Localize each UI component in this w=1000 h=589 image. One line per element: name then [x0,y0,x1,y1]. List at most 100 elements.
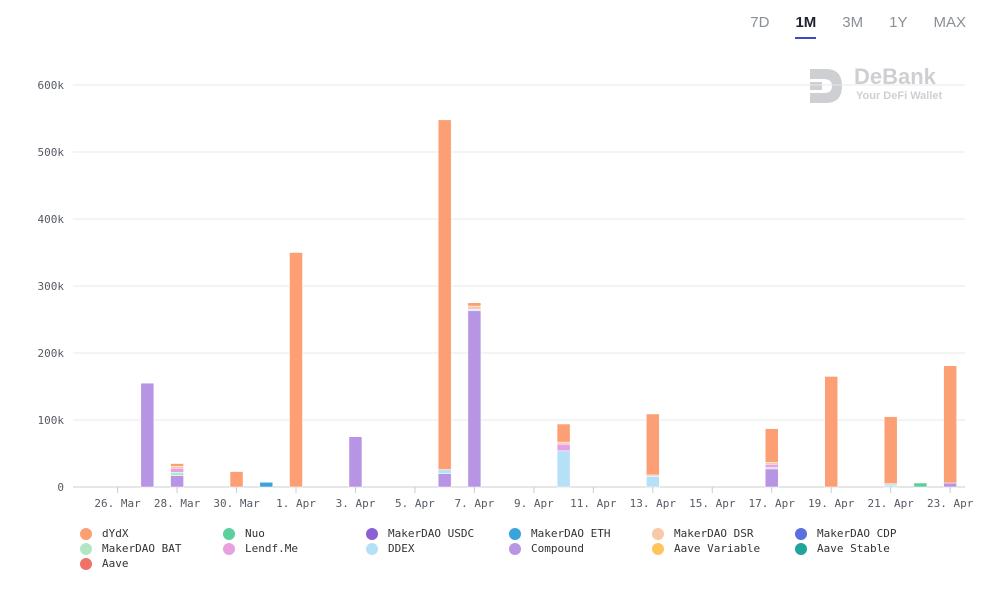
bar-segment-dydx[interactable] [556,423,571,443]
y-tick-label: 300k [38,280,65,293]
tab-3m[interactable]: 3M [842,14,864,31]
y-tick-label: 200k [38,347,65,360]
bar-segment-compound[interactable] [943,482,957,488]
bar-segment-lendf-me[interactable] [170,467,184,473]
x-tick-label: 19. Apr [808,497,855,510]
legend-color-dot-icon [652,542,664,555]
bar-segment-compound[interactable] [467,310,482,488]
legend-label: dYdX [102,527,129,540]
legend-label: Aave Variable [674,542,761,555]
legend-label: DDEX [388,542,415,555]
legend-item[interactable]: Aave Variable [652,541,795,556]
bar-segment-dydx[interactable] [646,413,660,476]
legend-label: MakerDAO BAT [102,542,182,555]
bar-segment-compound[interactable] [437,473,452,488]
x-tick-label: 5. Apr [395,497,435,510]
bar-segment-nuo[interactable] [913,482,928,488]
legend-color-dot-icon [366,542,378,555]
legend-item[interactable]: DDEX [366,541,509,556]
legend-item[interactable]: MakerDAO USDC [366,526,509,541]
legend-color-dot-icon [509,542,521,555]
legend-color-dot-icon [795,527,807,540]
bar-segment-ddex[interactable] [883,484,898,488]
bar-segment-dydx[interactable] [170,463,184,467]
x-tick-label: 30. Mar [213,497,260,510]
bar-segment-lendf-me[interactable] [764,463,779,468]
legend-label: MakerDAO ETH [531,527,611,540]
legend-color-dot-icon [652,527,664,540]
bar-segment-dydx[interactable] [943,365,957,484]
watermark-tagline: Your DeFi Wallet [856,90,943,102]
legend-item[interactable]: MakerDAO CDP [795,526,938,541]
bar-segment-makerdao-bat[interactable] [170,472,184,476]
legend-label: Lendf.Me [245,542,298,555]
tab-1m[interactable]: 1M [795,12,816,39]
bar-segment-compound[interactable] [140,382,155,488]
gridlines [73,84,965,488]
bar-segment-ddex[interactable] [437,469,452,474]
bar-segment-dydx[interactable] [467,302,482,307]
bar-segment-makerdao-dsr[interactable] [556,441,571,445]
legend-label: MakerDAO DSR [674,527,754,540]
bar-segment-compound[interactable] [170,475,184,488]
legend-color-dot-icon [80,542,92,555]
x-tick-label: 26. Mar [94,497,141,510]
legend-item[interactable]: Compound [509,541,652,556]
tab-max[interactable]: MAX [933,14,966,31]
debank-logo-icon [810,69,842,103]
x-tick-label: 1. Apr [276,497,316,510]
legend-item[interactable]: MakerDAO BAT [80,541,223,556]
tab-7d[interactable]: 7D [750,14,770,31]
bar-segment-ddex[interactable] [556,450,571,488]
x-tick-label: 9. Apr [514,497,554,510]
axes: 0 100k 200k 300k 400k 500k 600k 26. Mar 28. Mar 3… [38,79,974,510]
stacked-bar-chart: 0 100k 200k 300k 400k 500k 600k 26. Mar 28. Mar 3… [38,79,974,510]
legend-label: Aave [102,557,129,570]
time-range-tabs: 7D 1M 3M 1Y MAX [724,12,966,39]
legend-label: Aave Stable [817,542,890,555]
bar-segment-makerdao-eth[interactable] [259,482,274,488]
bar-segment-dydx[interactable] [437,119,452,470]
x-tick-label: 17. Apr [749,497,796,510]
legend-item[interactable]: Aave [80,556,223,571]
bar-segment-dydx[interactable] [883,416,898,484]
x-tick-label: 28. Mar [154,497,201,510]
legend-item[interactable]: Nuo [223,526,366,541]
legend-label: Nuo [245,527,265,540]
bar-segment-lendf-me[interactable] [556,443,571,452]
legend-item[interactable]: dYdX [80,526,223,541]
legend-label: MakerDAO USDC [388,527,475,540]
x-tick-label: 7. Apr [455,497,495,510]
y-tick-label: 400k [38,213,65,226]
legend-item[interactable]: Lendf.Me [223,541,366,556]
bar-segment-dydx[interactable] [764,428,779,463]
bar-segment-ddex[interactable] [646,476,660,488]
bar-segment-dydx[interactable] [824,376,838,488]
legend-label: MakerDAO CDP [817,527,897,540]
x-tick-label: 15. Apr [689,497,736,510]
bar-segment-dydx[interactable] [229,471,244,488]
legend-item[interactable]: Aave Stable [795,541,938,556]
bars [140,119,957,488]
x-tick-label: 13. Apr [630,497,677,510]
legend-color-dot-icon [80,527,92,540]
legend-color-dot-icon [223,542,235,555]
bar-segment-makerdao-dsr[interactable] [764,461,779,465]
legend-item[interactable]: MakerDAO ETH [509,526,652,541]
bar-segment-compound[interactable] [348,436,363,488]
x-tick-label: 21. Apr [867,497,914,510]
bar-segment-makerdao-dsr[interactable] [170,465,184,469]
x-tick-label: 3. Apr [336,497,376,510]
legend-item[interactable]: MakerDAO DSR [652,526,795,541]
tab-1y[interactable]: 1Y [889,14,908,31]
legend-label: Compound [531,542,584,555]
legend-color-dot-icon [366,527,378,540]
y-tick-label: 0 [57,481,64,494]
y-tick-label: 600k [38,79,65,92]
bar-segment-compound[interactable] [764,468,779,488]
y-tick-label: 100k [38,414,65,427]
legend-color-dot-icon [223,527,235,540]
bar-segment-makerdao-dsr[interactable] [467,305,482,310]
x-tick-label: 11. Apr [570,497,617,510]
bar-segment-dydx[interactable] [289,252,303,488]
